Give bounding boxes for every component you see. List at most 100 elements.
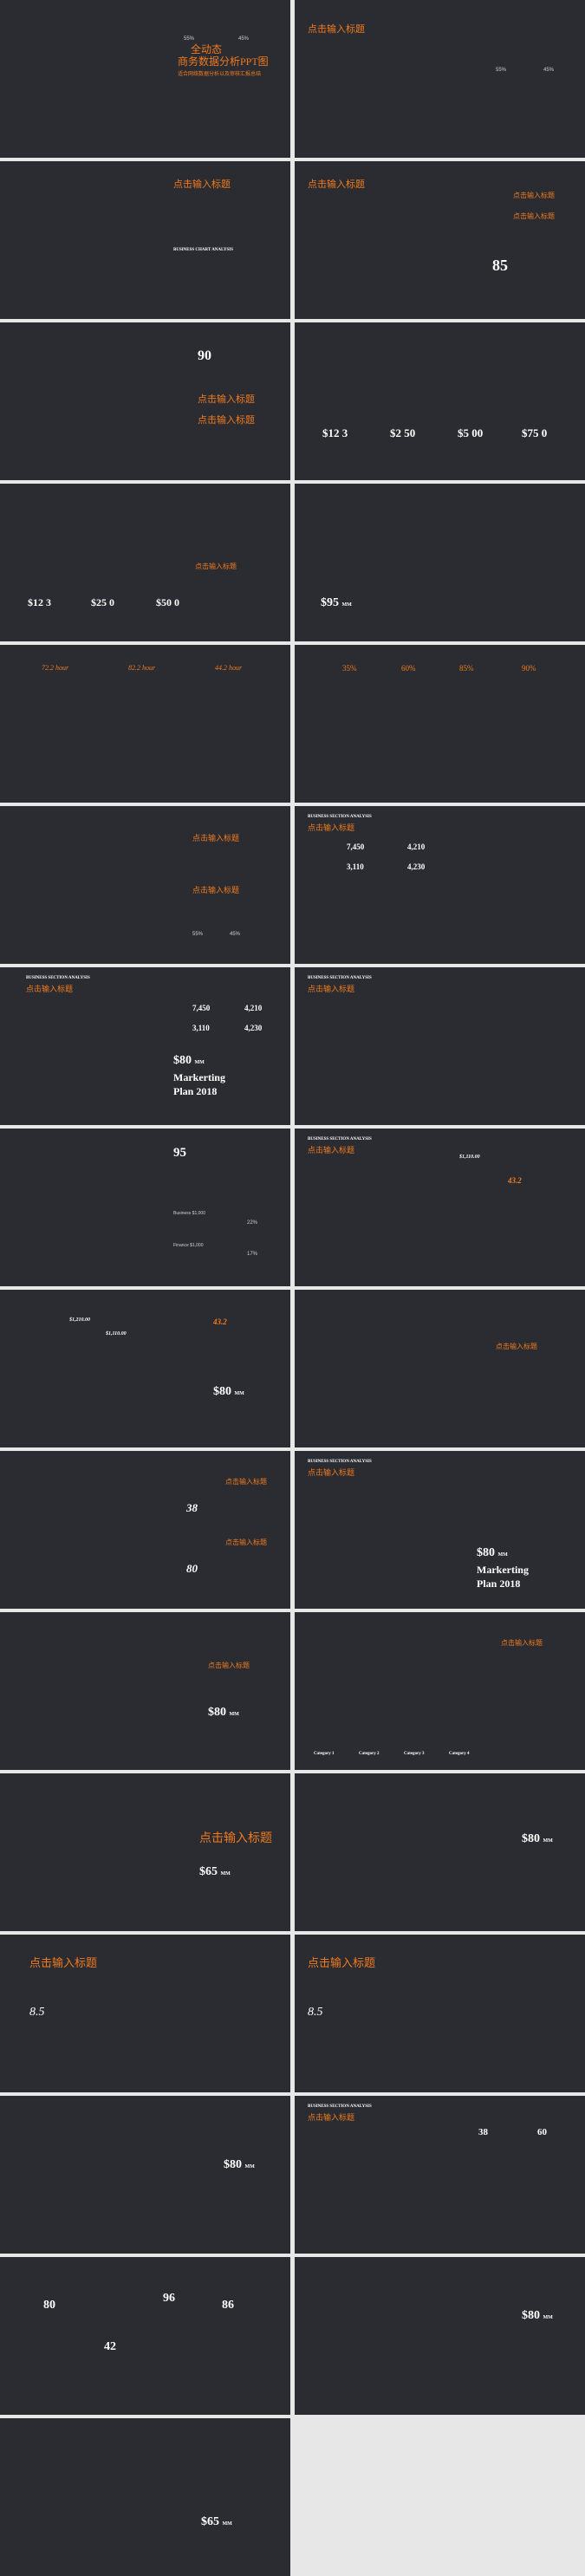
slide-29-pct-2: 42 [104, 2340, 116, 2353]
slide-2-pct-b: 45% [543, 68, 555, 73]
slide-6-value-4: $75 0 [522, 426, 548, 439]
slide-30-value-text: $80 [522, 2309, 540, 2322]
slide-13-value: $80 MM [173, 1054, 205, 1068]
slide-13-stat-2: 4,210 [244, 1004, 263, 1012]
slide-15-pct-b: 17% [247, 1252, 258, 1257]
slide-29-pct-3: 96 [163, 2292, 175, 2305]
slide-20-title: 点击输入标题 [308, 1468, 355, 1477]
slide-13-title: 点击输入标题 [26, 985, 74, 993]
slide-18: 点击输入标题 [295, 1290, 585, 1447]
slide-1-title-line1: 全动态 [191, 43, 223, 55]
slide-5: 90 点击输入标题 点击输入标题 [0, 322, 290, 480]
slide-22-title: 点击输入标题 [501, 1639, 543, 1647]
slide-24-value: $80 MM [522, 1832, 553, 1846]
slide-8-value-text: $95 [321, 596, 339, 609]
slide-24-unit: MM [543, 1838, 553, 1844]
slide-4-label-b: 点击输入标题 [513, 212, 555, 220]
slide-9-label-3: 44.2 hour [215, 664, 243, 672]
slide-19: 点击输入标题 点击输入标题 38 80 [0, 1451, 290, 1609]
slide-27-value-text: $80 [224, 2158, 242, 2171]
slide-28-ring-b: 60 [537, 2127, 547, 2137]
slide-15: 95 Business $1,000 Finance $1,000 22% 17… [0, 1129, 290, 1286]
slide-21-value: $80 MM [208, 1706, 239, 1720]
slide-17-unit: MM [234, 1391, 244, 1396]
slide-17-callout-a: $1,210.00 [69, 1317, 90, 1323]
slide-8: $95 MM [295, 484, 585, 641]
slide-17-pct: 43.2 [213, 1317, 227, 1326]
slide-15-pct: 95 [173, 1146, 186, 1160]
slide-13-name-2: Plan 2018 [173, 1085, 218, 1097]
slide-16-title: 点击输入标题 [308, 1146, 355, 1155]
slide-12-stat-3: 3,110 [347, 862, 364, 871]
slide-28: BUSINESS SECTION ANALYSIS 点击输入标题 38 60 [295, 2096, 585, 2254]
slide-7: $12 3 $25 0 $50 0 点击输入标题 [0, 484, 290, 641]
slide-12-stat-4: 4,230 [407, 862, 426, 871]
slide-23: 点击输入标题 $65 MM [0, 1773, 290, 1931]
slide-20-unit: MM [497, 1552, 508, 1558]
slide-19-title-a: 点击输入标题 [225, 1478, 267, 1486]
slide-22-cat-3: Category 3 [404, 1752, 425, 1756]
slide-7-value-2: $25 0 [91, 596, 114, 608]
slide-25: 点击输入标题 8.5 [0, 1935, 290, 2092]
slide-10-pct-4: 90% [522, 664, 536, 673]
slide-23-value-text: $65 [199, 1865, 218, 1878]
slide-1-pct-b-label: 45% [238, 36, 250, 42]
slide-10-pct-3: 85% [459, 664, 474, 673]
slide-26-title: 点击输入标题 [308, 1956, 376, 1969]
slide-3-title: 点击输入标题 [173, 179, 231, 190]
slide-6-value-1: $12 3 [322, 426, 348, 439]
slide-29: 80 42 96 86 [0, 2257, 290, 2415]
slide-2: 点击输入标题 55% 45% [295, 0, 585, 158]
slide-12: BUSINESS SECTION ANALYSIS 点击输入标题 7,450 4… [295, 806, 585, 964]
slide-21: 点击输入标题 $80 MM [0, 1612, 290, 1770]
slide-24: $80 MM [295, 1773, 585, 1931]
slide-15-money-b: Finance $1,000 [173, 1243, 204, 1248]
slide-17-value-text: $80 [213, 1385, 231, 1398]
slide-21-value-text: $80 [208, 1706, 226, 1719]
slide-16-callout: $1,110.00 [459, 1155, 480, 1160]
slide-31-unit: MM [222, 2521, 232, 2527]
slide-6-value-2: $2 50 [390, 426, 416, 439]
slide-16-section: BUSINESS SECTION ANALYSIS [308, 1137, 372, 1142]
slide-12-title: 点击输入标题 [308, 823, 355, 832]
slide-19-title-b: 点击输入标题 [225, 1538, 267, 1546]
slide-21-unit: MM [229, 1712, 239, 1717]
slide-8-unit: MM [341, 602, 352, 608]
slide-12-stat-1: 7,450 [347, 842, 365, 851]
slide-10: 35% 60% 85% 90% [295, 645, 585, 803]
slide-9-label-2: 82.2 hour [128, 664, 156, 672]
slide-5-title-a: 点击输入标题 [198, 394, 255, 405]
slide-19-ring-b: 80 [186, 1562, 198, 1575]
slide-20: BUSINESS SECTION ANALYSIS 点击输入标题 $80 MM … [295, 1451, 585, 1609]
slide-13-unit: MM [194, 1060, 205, 1065]
slide-20-name-1: Markerting [477, 1564, 529, 1576]
slide-1-subtitle: 适合网络数据分析以及审核汇报总结 [178, 72, 262, 77]
slide-3-section: BUSINESS CHART ANALYSIS [173, 248, 234, 252]
slide-10-pct-2: 60% [401, 664, 416, 673]
slide-17-callout-b: $1,110.00 [106, 1331, 127, 1337]
slide-25-pct: 8.5 [29, 2006, 45, 2019]
slide-11-pct-a: 55% [192, 932, 204, 937]
slide-1: 全动态 商务数据分析PPT图 适合网络数据分析以及审核汇报总结 55% 45% [0, 0, 290, 158]
slide-13-value-text: $80 [173, 1054, 192, 1067]
slide-19-ring-a: 38 [186, 1501, 198, 1514]
slide-22-cat-1: Category 1 [314, 1752, 335, 1756]
slide-12-stat-2: 4,210 [407, 842, 426, 851]
slide-16: BUSINESS SECTION ANALYSIS 点击输入标题 43.2 $1… [295, 1129, 585, 1286]
slide-31-value-text: $65 [201, 2515, 219, 2528]
slide-22: 点击输入标题 Category 1 Category 2 Category 3 … [295, 1612, 585, 1770]
slide-11-title-a: 点击输入标题 [192, 834, 240, 842]
slide-29-pct-4: 86 [222, 2299, 234, 2312]
slide-14: BUSINESS SECTION ANALYSIS 点击输入标题 [295, 967, 585, 1125]
slide-13-name-1: Markerting [173, 1071, 225, 1083]
slide-4-title: 点击输入标题 [308, 179, 365, 190]
slide-30: $80 MM [295, 2257, 585, 2415]
slide-20-value: $80 MM [477, 1546, 508, 1560]
slide-23-title: 点击输入标题 [199, 1832, 272, 1845]
slide-1-title-line2: 商务数据分析PPT图 [178, 55, 269, 68]
slide-13-section: BUSINESS SECTION ANALYSIS [26, 976, 90, 980]
slide-18-title: 点击输入标题 [496, 1343, 537, 1350]
slide-14-section: BUSINESS SECTION ANALYSIS [308, 976, 372, 980]
slide-13-stat-3: 3,110 [192, 1024, 210, 1032]
slide-3: 点击输入标题 BUSINESS CHART ANALYSIS [0, 161, 290, 319]
